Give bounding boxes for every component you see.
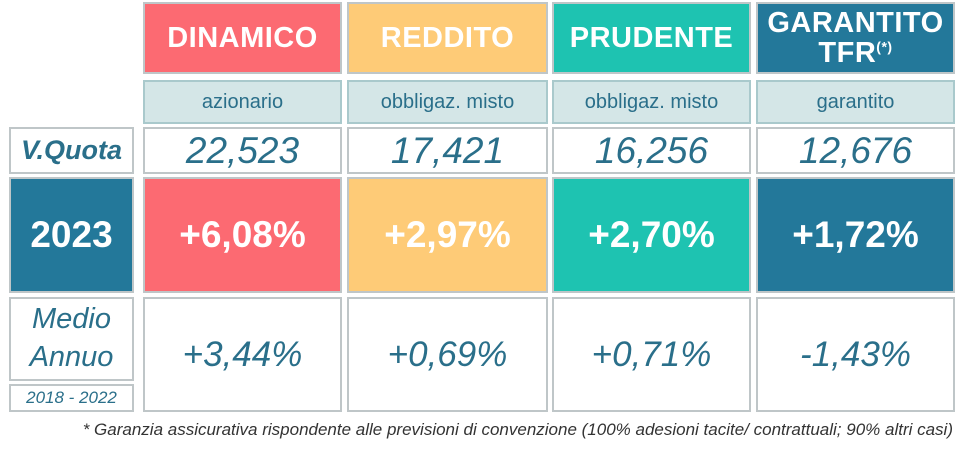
- average-label-line1: Medio: [32, 303, 111, 336]
- fund-2023-garantito: +1,72%: [756, 177, 955, 293]
- fund-category-text: obbligaz. misto: [380, 90, 515, 113]
- fund-category-garantito: garantito: [756, 80, 955, 124]
- fund-name: REDDITO: [380, 21, 515, 54]
- fund-2023-reddito: +2,97%: [347, 177, 548, 293]
- fund-name: GARANTITO: [767, 6, 944, 39]
- fund-avg-prudente: +0,71%: [552, 297, 751, 412]
- fund-header-garantito: GARANTITO TFR(*): [756, 2, 955, 74]
- quota-value: 16,256: [594, 129, 709, 171]
- footnote-marker: (*): [876, 38, 893, 55]
- return-2023-value: +6,08%: [179, 214, 306, 255]
- fund-avg-reddito: +0,69%: [347, 297, 548, 412]
- fund-avg-garantito: -1,43%: [756, 297, 955, 412]
- row-label-average: Medio Annuo: [9, 297, 134, 381]
- fund-category-prudente: obbligaz. misto: [552, 80, 751, 124]
- return-2023-value: +1,72%: [792, 214, 919, 255]
- quota-value: 22,523: [185, 129, 300, 171]
- fund-name: DINAMICO: [167, 21, 318, 54]
- fund-category-dinamico: azionario: [143, 80, 342, 124]
- period-label-text: 2018 - 2022: [26, 388, 117, 407]
- average-return-value: -1,43%: [800, 334, 911, 374]
- fund-name: PRUDENTE: [569, 21, 734, 54]
- quota-value: 12,676: [798, 129, 913, 171]
- fund-quota-dinamico: 22,523: [143, 127, 342, 174]
- fund-avg-dinamico: +3,44%: [143, 297, 342, 412]
- fund-quota-garantito: 12,676: [756, 127, 955, 174]
- average-return-value: +3,44%: [182, 334, 303, 374]
- fund-name-line2: TFR(*): [818, 38, 892, 68]
- footnote: * Garanzia assicurativa rispondente alle…: [82, 420, 953, 439]
- fund-quota-reddito: 17,421: [347, 127, 548, 174]
- year-label-text: 2023: [30, 214, 113, 255]
- fund-2023-dinamico: +6,08%: [143, 177, 342, 293]
- fund-header-dinamico: DINAMICO: [143, 2, 342, 74]
- average-label-line2: Annuo: [29, 341, 114, 373]
- average-return-value: +0,69%: [387, 334, 508, 374]
- fund-category-reddito: obbligaz. misto: [347, 80, 548, 124]
- average-return-value: +0,71%: [591, 334, 712, 374]
- fund-2023-prudente: +2,70%: [552, 177, 751, 293]
- fund-category-text: garantito: [816, 90, 895, 113]
- fund-name-tfr: TFR: [818, 37, 877, 69]
- fund-category-text: obbligaz. misto: [584, 90, 719, 113]
- return-2023-value: +2,97%: [384, 214, 511, 255]
- return-2023-value: +2,70%: [588, 214, 715, 255]
- fund-category-text: azionario: [201, 90, 284, 113]
- row-label-year: 2023: [9, 177, 134, 293]
- quota-value: 17,421: [390, 129, 505, 171]
- row-label-period: 2018 - 2022: [9, 384, 134, 412]
- fund-header-reddito: REDDITO: [347, 2, 548, 74]
- fund-header-prudente: PRUDENTE: [552, 2, 751, 74]
- quota-label-text: V.Quota: [20, 135, 123, 165]
- fund-quota-prudente: 16,256: [552, 127, 751, 174]
- row-label-quota: V.Quota: [9, 127, 134, 174]
